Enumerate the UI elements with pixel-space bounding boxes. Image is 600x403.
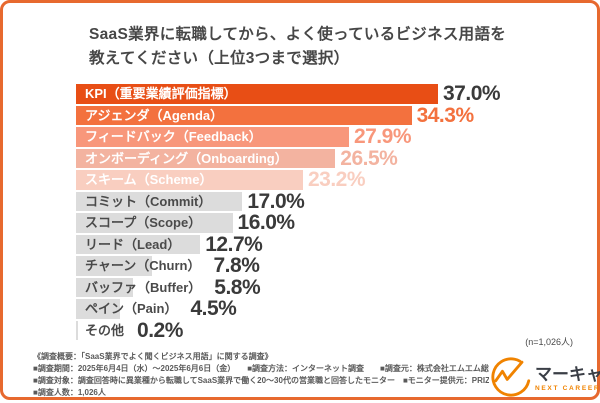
bar — [76, 148, 336, 168]
bar — [76, 213, 233, 233]
bar-label: KPI（重要業績評価指標） — [85, 86, 237, 101]
page-title: SaaS業界に転職してから、よく使っているビジネス用語を 教えてください（上位3… — [89, 23, 506, 71]
bar — [76, 105, 412, 125]
footer-line: ■調査対象：調査回答時に異業種から転職してSaaS業界で働く20～30代の営業職… — [33, 376, 489, 385]
bar-row: スコープ（Scope） 16.0% — [76, 211, 587, 235]
bar-row: コミット（Commit） 17.0% — [76, 189, 587, 213]
bar-label: バッファ（Buffer） — [85, 279, 202, 295]
bar-value: 5.8% — [214, 275, 261, 299]
bar-value: 17.0% — [247, 189, 305, 213]
survey-footer: 《調査概要：「SaaS業界でよく聞くビジネス用語」に関する調査》 ■調査期間：2… — [33, 351, 489, 399]
bar-value: 23.2% — [307, 168, 366, 192]
bar — [76, 127, 349, 147]
bar — [76, 234, 201, 254]
logo-text: マーキャリ NEXT CAREER — [535, 366, 600, 393]
logo-name: マーキャリ — [535, 365, 600, 385]
bar-label: フィードバック（Feedback） — [85, 129, 262, 144]
bar-row: スキーム（Scheme） 23.2% — [76, 168, 587, 192]
makyari-logo: マーキャリ NEXT CAREER — [490, 356, 600, 403]
title-line-1: SaaS業界に転職してから、よく使っているビジネス用語を — [89, 26, 507, 43]
bar — [76, 170, 303, 190]
bar-value: 34.3% — [416, 103, 475, 127]
bar — [76, 256, 153, 276]
logo-subtitle: NEXT CAREER — [535, 385, 600, 393]
bar-value: 26.5% — [340, 146, 398, 170]
bar-row: フィードバック（Feedback） 27.9% — [76, 125, 587, 149]
footer-line: ■調査人数：1,026人 — [33, 388, 106, 397]
bar-label: リード（Lead） — [85, 236, 181, 252]
bar-value: 4.5% — [190, 297, 237, 321]
bar-value: 16.0% — [237, 211, 296, 235]
bar-row: オンボーディング（Onboarding） 26.5% — [76, 146, 587, 170]
bar-row: アジェンダ（Agenda） 34.3% — [76, 103, 587, 127]
bar — [76, 299, 121, 319]
bar-label: その他 — [85, 322, 125, 338]
bar-label: オンボーディング（Onboarding） — [85, 150, 288, 166]
sample-size-note: (n=1,026人) — [525, 337, 573, 347]
bar-row: チャーン（Churn） 7.8% — [76, 254, 587, 278]
bar — [76, 191, 243, 211]
bar-row: リード（Lead） 12.7% — [76, 232, 587, 256]
bar-label: スキーム（Scheme） — [85, 172, 213, 187]
bar — [76, 320, 78, 340]
pulse-circle-icon — [490, 356, 532, 403]
bar — [76, 277, 133, 297]
bar-value: 12.7% — [205, 232, 263, 256]
title-line-2: 教えてください（上位3つまで選択） — [89, 50, 350, 68]
bar-row: その他 0.2% — [76, 318, 587, 342]
bar-chart: KPI（重要業績評価指標） 37.0% アジェンダ（Agenda） 34.3% … — [76, 82, 587, 342]
bar — [76, 84, 438, 104]
footer-line: ■調査期間：2025年6月4日（水）～2025年6月6日（金） ■調査方法：イン… — [33, 364, 489, 373]
footer-line: 《調査概要：「SaaS業界でよく聞くビジネス用語」に関する調査》 — [33, 352, 273, 361]
bar-value: 27.9% — [353, 125, 412, 149]
bar-row: ペイン（Pain） 4.5% — [76, 297, 587, 321]
bar-label: チャーン（Churn） — [85, 258, 201, 273]
bar-row: KPI（重要業績評価指標） 37.0% — [76, 82, 587, 106]
bar-value: 7.8% — [213, 254, 260, 278]
bar-label: アジェンダ（Agenda） — [85, 107, 224, 123]
bar-value: 0.2% — [137, 318, 183, 342]
bar-row: バッファ（Buffer） 5.8% — [76, 275, 587, 299]
bar-label: ペイン（Pain） — [85, 301, 178, 316]
bar-label: コミット（Commit） — [85, 193, 212, 209]
bar-label: スコープ（Scope） — [85, 215, 202, 230]
bar-value: 37.0% — [443, 82, 501, 106]
